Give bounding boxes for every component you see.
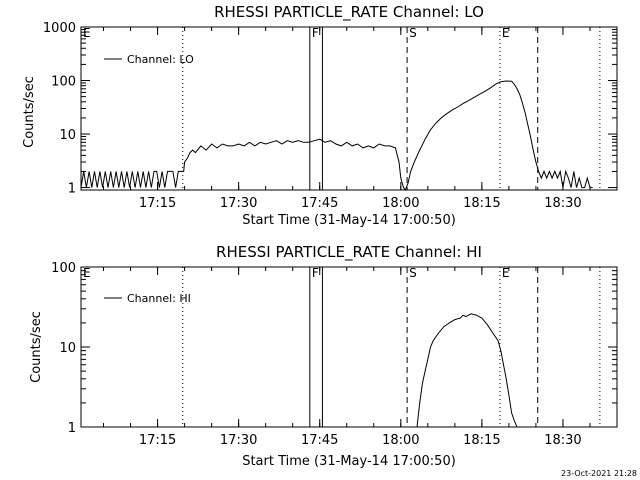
series-line [80, 80, 593, 192]
y-tick-label: 1000 [43, 21, 76, 36]
y-tick-label: 10 [59, 128, 76, 143]
x-tick-label: 17:30 [220, 196, 257, 211]
marker-label: F [312, 266, 319, 280]
chart-panel-lo: RHESSI PARTICLE_RATE Channel: LO Start T… [22, 3, 618, 228]
x-tick-label: 17:45 [301, 433, 338, 448]
x-tick-label: 18:00 [382, 433, 419, 448]
timestamp-stamp: 23-Oct-2021 21:28 [561, 469, 637, 478]
legend-label: Channel: LO [127, 53, 194, 66]
marker-label: E [83, 26, 91, 40]
x-axis-ticks: 17:15 17:30 17:45 18:00 18:15 18:30 [103, 27, 618, 211]
y-tick-label: 10 [59, 341, 76, 356]
y-axis-label: Counts/sec [22, 76, 37, 148]
y-axis-label: Counts/sec [29, 311, 44, 383]
series-lines [416, 313, 518, 428]
legend: Channel: LO [104, 53, 194, 66]
y-tick-label: 100 [51, 261, 76, 276]
chart-title: RHESSI PARTICLE_RATE Channel: HI [216, 243, 482, 262]
marker-label: E [83, 266, 91, 280]
x-tick-label: 18:30 [544, 196, 581, 211]
marker-label: S [409, 266, 417, 280]
y-tick-label: 1 [68, 182, 76, 197]
x-axis-ticks: 17:15 17:30 17:45 18:00 18:15 18:30 [103, 267, 618, 448]
x-tick-label: 18:30 [544, 433, 581, 448]
y-axis-ticks: 1 10 100 [51, 261, 617, 436]
x-tick-label: 18:15 [463, 196, 500, 211]
x-axis-label: Start Time (31-May-14 17:00:50) [242, 213, 456, 228]
x-tick-label: 17:30 [220, 433, 257, 448]
x-tick-label: 18:15 [463, 433, 500, 448]
chart-panel-hi: RHESSI PARTICLE_RATE Channel: HI Start T… [29, 243, 618, 469]
legend-label: Channel: HI [127, 292, 191, 305]
plot-frame [80, 266, 618, 428]
y-tick-label: 1 [68, 421, 76, 436]
x-tick-label: 18:00 [382, 196, 419, 211]
marker-label: S [409, 26, 417, 40]
x-tick-label: 17:15 [139, 433, 176, 448]
y-axis-ticks: 1 10 100 1000 [43, 21, 617, 197]
marker-label: E [502, 26, 510, 40]
series-lines [80, 80, 593, 192]
series-line [416, 313, 518, 428]
marker-label: F [312, 26, 319, 40]
legend: Channel: HI [104, 292, 191, 305]
x-axis-label: Start Time (31-May-14 17:00:50) [242, 454, 456, 469]
marker-label: E [502, 266, 510, 280]
x-tick-label: 17:15 [139, 196, 176, 211]
y-tick-label: 100 [51, 75, 76, 90]
x-tick-label: 17:45 [301, 196, 338, 211]
chart-title: RHESSI PARTICLE_RATE Channel: LO [214, 3, 484, 22]
